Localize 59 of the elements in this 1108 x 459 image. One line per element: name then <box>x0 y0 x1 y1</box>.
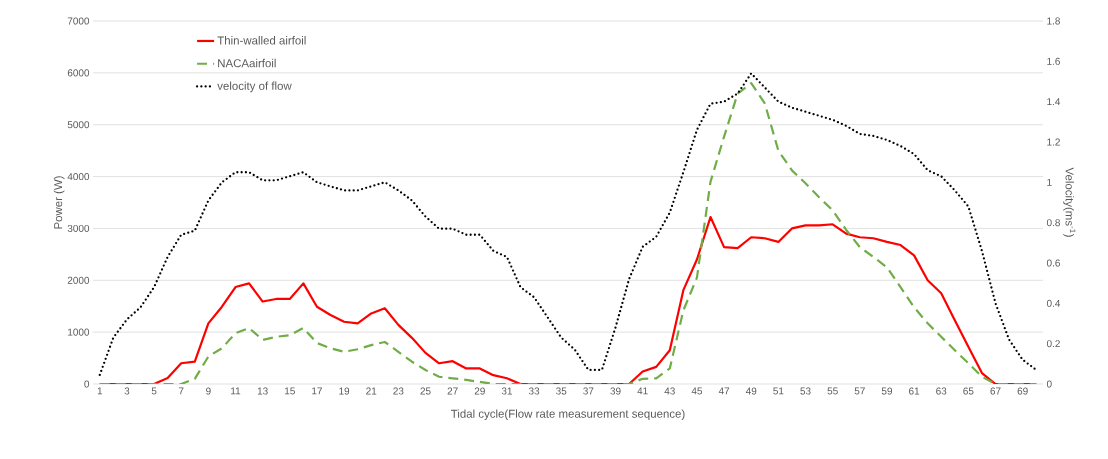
y-tick-label: 0 <box>84 380 90 388</box>
x-tick-label: 37 <box>583 387 594 395</box>
x-tick-label: 23 <box>393 387 404 395</box>
x-tick-label: 51 <box>773 387 784 395</box>
y2-tick-label: 1.2 <box>1047 138 1060 146</box>
x-tick-label: 61 <box>909 387 920 395</box>
y2-tick-label: 1.6 <box>1047 57 1060 65</box>
x-tick-label: 45 <box>691 387 703 395</box>
x-tick-label: 59 <box>881 387 893 395</box>
x-tick-label: 67 <box>990 387 1001 395</box>
y-tick-label: 1000 <box>68 328 90 336</box>
legend-label: NACAairfoil <box>218 58 276 68</box>
x-tick-label: 47 <box>718 387 730 395</box>
x-tick-label: 31 <box>501 387 512 395</box>
x-tick-label: 15 <box>285 387 295 395</box>
x-tick-label: 21 <box>366 387 377 395</box>
legend-label: velocity of flow <box>217 81 292 93</box>
x-tick-label: 7 <box>178 387 184 395</box>
y2-tick-label: 0 <box>1046 380 1052 388</box>
legend-label: Thin-walled airfoil <box>217 36 306 45</box>
y-tick-label: 5000 <box>67 121 90 129</box>
y2-tick-label: 0.2 <box>1046 340 1060 348</box>
y-tick-label: 4000 <box>67 173 90 181</box>
x-tick-label: 55 <box>827 387 838 395</box>
y2-tick-label: 0.6 <box>1046 259 1060 267</box>
y-tick-label: 2000 <box>67 276 90 284</box>
y-tick-label: 7000 <box>67 17 90 25</box>
y2-tick-label: 1.4 <box>1047 98 1061 106</box>
x-tick-label: 39 <box>610 387 621 395</box>
x-tick-label: 1 <box>97 387 103 395</box>
x-tick-label: 65 <box>963 387 974 395</box>
x-tick-label: 17 <box>312 387 322 395</box>
x-tick-label: 3 <box>124 387 130 395</box>
y-axis-title: Power (W) <box>53 176 65 229</box>
x-tick-label: 9 <box>206 387 211 395</box>
x-axis-title: Tidal cycle(Flow rate measurement sequence) <box>450 409 685 421</box>
x-tick-label: 11 <box>231 387 241 395</box>
x-tick-label: 43 <box>664 387 675 395</box>
y2-axis-title: Velocity(ms$^{-1}$) <box>1063 167 1076 237</box>
x-tick-label: 63 <box>936 387 947 395</box>
y2-tick-label: 1 <box>1047 178 1052 186</box>
x-tick-label: 27 <box>447 387 458 395</box>
x-tick-label: 57 <box>854 387 865 395</box>
x-tick-label: 5 <box>151 387 157 395</box>
x-tick-label: 69 <box>1017 387 1028 395</box>
x-tick-label: 25 <box>420 387 431 395</box>
y-tick-label: 6000 <box>67 69 90 77</box>
x-tick-label: 13 <box>257 387 268 395</box>
x-tick-label: 33 <box>528 387 540 395</box>
y2-tick-label: 0.8 <box>1046 219 1060 227</box>
x-tick-label: 53 <box>800 387 811 395</box>
y-tick-label: 3000 <box>67 224 90 232</box>
x-tick-label: 41 <box>637 387 648 395</box>
x-tick-label: 49 <box>745 387 757 395</box>
x-tick-label: 19 <box>339 387 350 395</box>
y2-tick-label: 1.8 <box>1047 17 1060 25</box>
x-tick-label: 35 <box>556 387 567 395</box>
y2-tick-label: 0.4 <box>1046 299 1061 307</box>
x-tick-label: 29 <box>474 387 485 395</box>
